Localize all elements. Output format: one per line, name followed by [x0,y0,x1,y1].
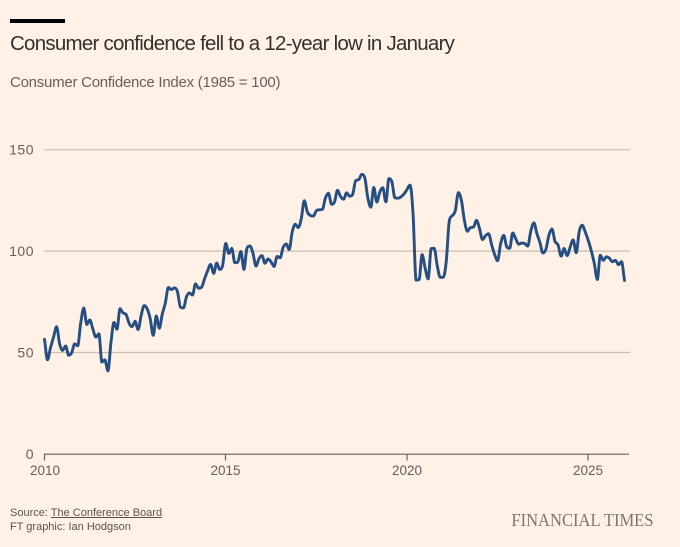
svg-text:100: 100 [9,243,34,259]
svg-text:0: 0 [26,446,34,462]
svg-text:2010: 2010 [30,463,60,478]
svg-text:50: 50 [17,344,34,360]
svg-text:150: 150 [9,142,34,158]
svg-text:2015: 2015 [210,463,240,478]
svg-text:2025: 2025 [573,463,603,478]
svg-text:2020: 2020 [392,463,422,478]
